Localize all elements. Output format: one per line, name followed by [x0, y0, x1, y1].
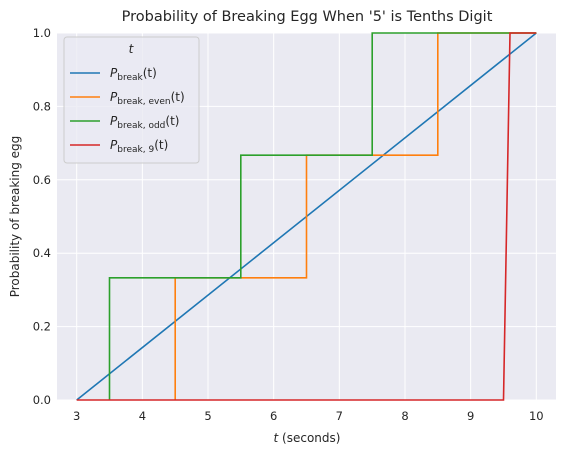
x-tick-label: 6: [270, 409, 277, 423]
x-tick-label: 5: [204, 409, 211, 423]
series-line-4: [76, 32, 537, 401]
x-axis-label: t (seconds): [274, 431, 341, 445]
x-tick-label: 9: [467, 409, 474, 423]
legend: t Pbreak(t) Pbreak, even(t) Pbreak, odd(t)…: [63, 36, 200, 164]
x-tick-label: 8: [401, 409, 408, 423]
y-tick-label: 0.2: [33, 320, 51, 334]
chart-title: Probability of Breaking Egg When '5' is …: [122, 9, 493, 25]
x-tick-label: 10: [529, 409, 544, 423]
series-line-3: [108, 32, 537, 400]
x-tick-label: 7: [336, 409, 343, 423]
x-tick-labels: 3 4 5 6 7 8 9 10: [73, 409, 544, 423]
legend-box: [63, 36, 200, 164]
y-tick-label: 0.8: [33, 99, 51, 113]
legend-label-2: Pbreak, even(t): [110, 90, 185, 107]
legend-label-1: Pbreak(t): [110, 66, 157, 83]
y-tick-label: 0.0: [33, 393, 51, 407]
legend-title: t: [129, 42, 135, 56]
y-axis-label: Probability of breaking egg: [8, 136, 22, 298]
y-tick-label: 0.6: [33, 173, 51, 187]
x-tick-label: 4: [139, 409, 146, 423]
legend-label-4: Pbreak, 9(t): [110, 138, 168, 155]
legend-label-3: Pbreak, odd(t): [110, 114, 179, 131]
y-tick-label: 1.0: [33, 26, 51, 40]
series-lines: [76, 32, 537, 401]
x-tick-label: 3: [73, 409, 80, 423]
y-tick-labels: 0.0 0.2 0.4 0.6 0.8 1.0: [33, 26, 51, 407]
y-tick-label: 0.4: [33, 246, 51, 260]
